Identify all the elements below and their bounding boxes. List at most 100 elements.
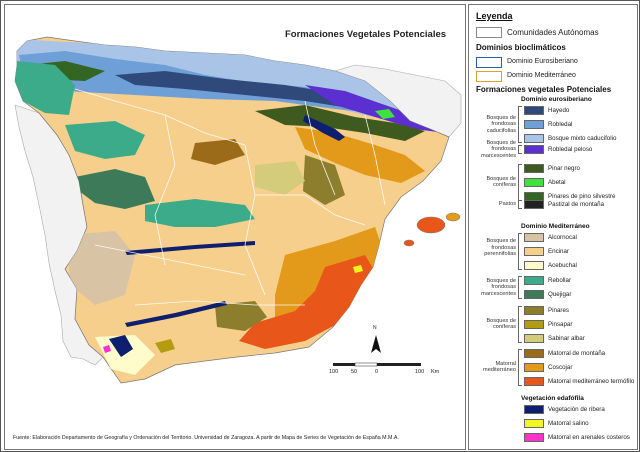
legend-item-label: Acebuchal (548, 262, 577, 269)
legend-group-brace (518, 145, 522, 154)
legend-group-label: Matorral mediterráneo (483, 360, 516, 374)
region-sabinar-albar (255, 161, 305, 195)
scale-tick-100-left: 100 (329, 369, 339, 375)
legend-swatch (524, 334, 544, 343)
legend-item-label: Coscojar (548, 364, 573, 371)
region-pinares-betica (215, 301, 267, 331)
legend-euro-title: Dominio eurosiberiano (521, 96, 592, 103)
legend-group-label: Bosques de frondosas caducifolias (486, 114, 516, 134)
region-robledal-galicia (15, 61, 75, 115)
north-label: N (373, 325, 377, 331)
legend-bio-label: Dominio Eurosiberiano (507, 58, 578, 65)
legend-group-brace (518, 276, 522, 299)
legend-group-brace (518, 233, 522, 270)
legend-bio-swatch (476, 71, 502, 82)
region-matorral-montana (191, 139, 245, 165)
legend-group-brace (518, 349, 522, 386)
legend-group-brace (518, 106, 522, 143)
region-ribera-donana (109, 335, 133, 357)
legend-item-label: Pinar negro (548, 165, 580, 172)
legend-group-label: Bosques de coníferas (486, 175, 516, 189)
legend-swatch (524, 349, 544, 358)
legend-med-title: Dominio Mediterráneo (521, 223, 590, 230)
legend-swatch (524, 290, 544, 299)
legend-panel: Leyenda Comunidades Autónomas Dominios b… (468, 4, 638, 450)
legend-swatch (524, 120, 544, 129)
legend-swatch (524, 377, 544, 386)
scale-unit: Km (431, 369, 440, 375)
legend-item-label: Vegetación de ribera (548, 406, 605, 413)
region-arenales-costeros (103, 345, 111, 353)
legend-group-brace (518, 200, 522, 209)
legend-item-label: Sabinar albar (548, 335, 585, 342)
map-panel: Formaciones Vegetales Potenciales N 100 … (4, 4, 466, 450)
legend-swatch (524, 419, 544, 428)
legend-swatch (524, 145, 544, 154)
scale-tick-100-right: 100 (415, 369, 425, 375)
region-robledal-peloso (305, 85, 445, 133)
legend-bio-swatch (476, 57, 502, 68)
legend-item-label: Encinar (548, 248, 569, 255)
legend-bio-label: Dominio Mediterráneo (507, 72, 576, 79)
region-pinsapar (155, 339, 175, 353)
legend-item-label: Pinsapar (548, 321, 573, 328)
region-pinares-silvestre-pirineo (255, 105, 425, 141)
legend-item-label: Robledal peloso (548, 146, 593, 153)
legend-swatch (524, 320, 544, 329)
legend-group-label: Pastos (498, 201, 516, 208)
legend-group-brace (518, 306, 522, 343)
legend-item-label: Abetal (548, 179, 566, 186)
legend-item-label: Matorral de montaña (548, 350, 606, 357)
legend-group-brace (518, 164, 522, 201)
legend-bio-title: Dominios bioclimáticos (476, 43, 566, 52)
legend-item-label: Rebollar (548, 277, 572, 284)
region-rebollar-central (145, 199, 255, 227)
legend-swatch (524, 106, 544, 115)
map-title: Formaciones Vegetales Potenciales (285, 29, 447, 40)
scale-tick-0: 0 (375, 369, 379, 375)
legend-item-label: Hayedo (548, 107, 570, 114)
legend-item-label: Pinares de pino silvestre (548, 193, 616, 200)
legend-item-label: Matorral mediterráneo termófilo (548, 378, 635, 385)
legend-item-label: Alcornocal (548, 234, 577, 241)
region-coscojar-ebro (295, 127, 425, 183)
region-ribera-ebro (303, 115, 345, 141)
legend-group-label: Bosques de frondosas marcescentes (481, 139, 516, 159)
scale-bar-graphic (333, 362, 421, 367)
legend-swatch (524, 247, 544, 256)
legend-swatch (524, 164, 544, 173)
region-rebollar-leon (65, 121, 145, 159)
region-termofilo (239, 255, 377, 349)
legend-item-label: Quejigar (548, 291, 572, 298)
baleares-islands (403, 212, 461, 247)
legend-ccaa-label: Comunidades Autónomas (507, 28, 599, 37)
vegetation-map (14, 36, 462, 384)
legend-item-label: Pastizal de montaña (548, 201, 605, 208)
legend-swatch (524, 261, 544, 270)
legend-group-label: Bosques de coníferas (486, 317, 516, 331)
legend-swatch (524, 134, 544, 143)
legend-item-label: Bosque mixto caducifolio (548, 135, 617, 142)
region-ribera-guadalquivir (125, 301, 227, 327)
region-quejigar-central (75, 169, 155, 209)
legend-group-label: Bosques de frondosas marcescentes (481, 277, 516, 297)
legend-swatch (524, 405, 544, 414)
legend-fv-title: Formaciones vegetales Potenciales (476, 85, 612, 94)
region-acebuchal (95, 335, 155, 375)
legend-item-label: Robledal (548, 121, 573, 128)
legend-item-label: Matorral en arenales costeros (548, 434, 630, 441)
region-pinares-iberico (303, 155, 345, 205)
legend-swatch (524, 433, 544, 442)
legend-swatch (524, 178, 544, 187)
north-arrow-graphic (371, 335, 381, 353)
legend-swatch (524, 363, 544, 372)
region-ribera-tajo (125, 241, 255, 255)
region-abetal (375, 109, 395, 119)
region-matorral-salino (353, 265, 363, 273)
legend-ccaa-swatch (476, 27, 502, 38)
legend-swatch (524, 306, 544, 315)
source-note: Fuente: Elaboración Departamento de Geog… (13, 435, 399, 441)
legend-swatch (524, 233, 544, 242)
legend-item-label: Matorral salino (548, 420, 589, 427)
